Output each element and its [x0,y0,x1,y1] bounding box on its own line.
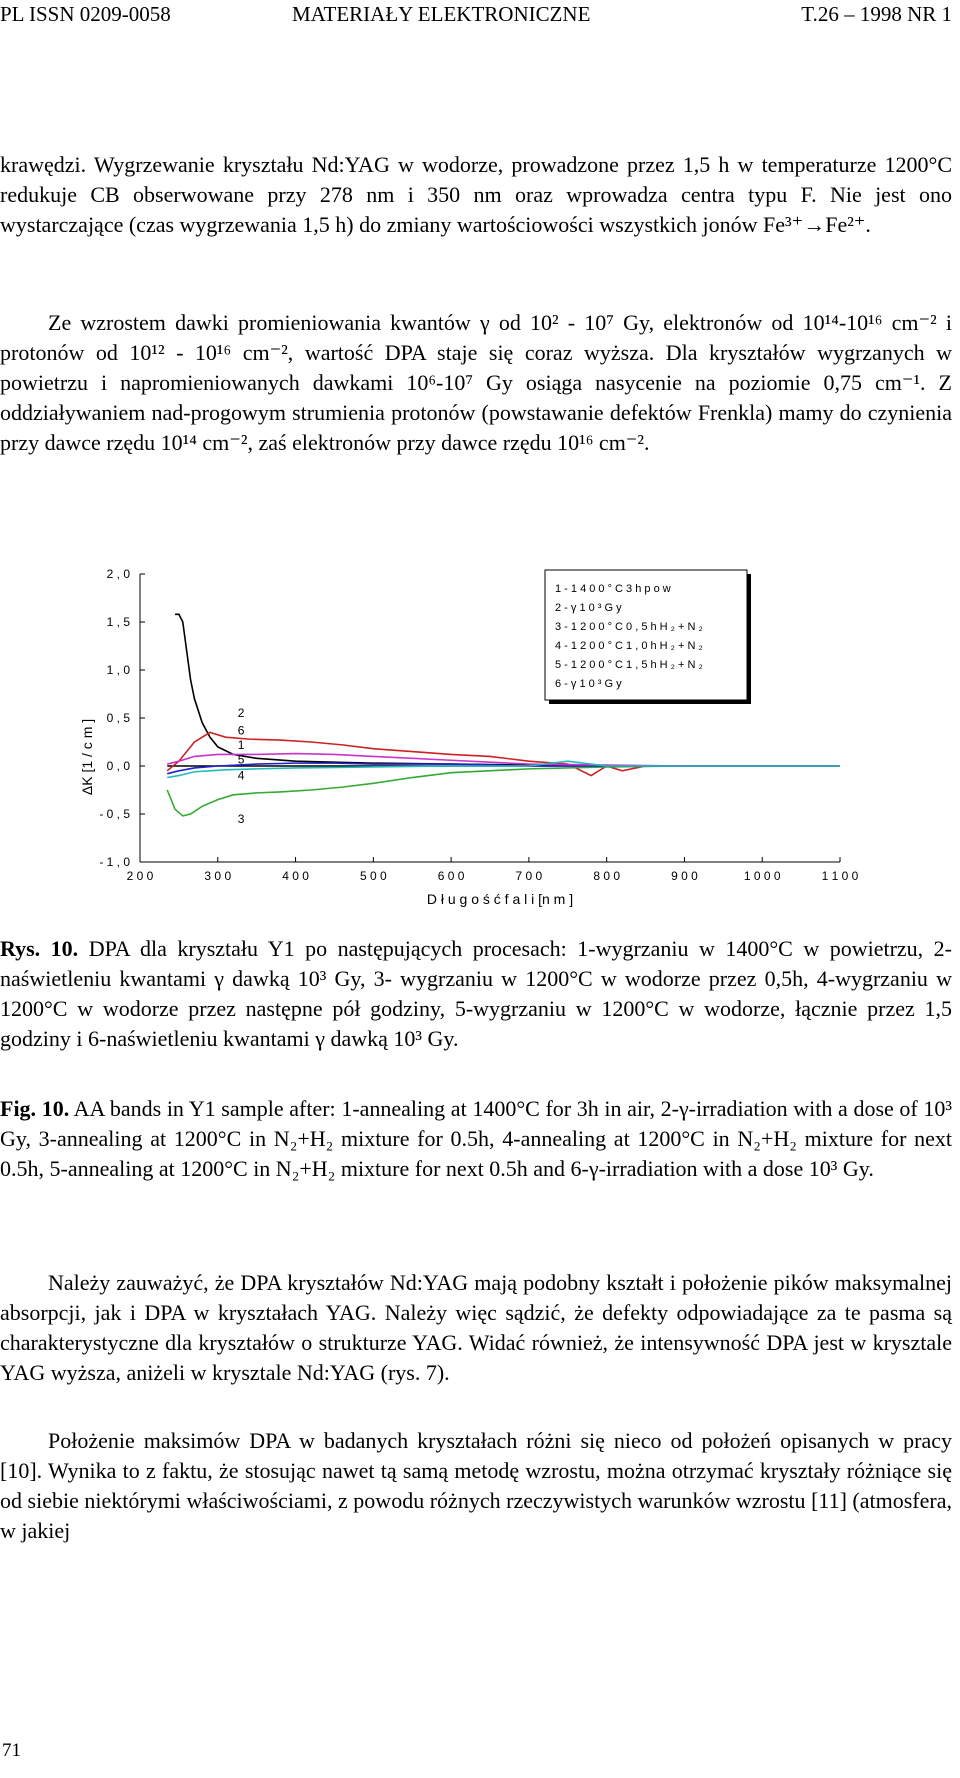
legend: 1 - 1 4 0 0 ° C 3 h p o w 2 - γ 1 0 ³ G y… [544,569,751,704]
curve-label: 2 [238,706,245,720]
curve-label: 6 [238,723,245,737]
y-tick-label: 1 , 0 [107,663,131,677]
x-tick-label: 7 0 0 [516,869,543,883]
y-axis-label-group: ΔK [1 / c m ] [79,719,95,795]
figure-caption-pl: Rys. 10. DPA dla kryształu Y1 po następu… [0,934,952,1054]
legend-entry: 3 - 1 2 0 0 ° C 0 , 5 h H ₂ + N ₂ [555,621,703,633]
page-number: 71 [2,1740,21,1761]
legend-entry: 6 - γ 1 0 ³ G y [555,678,622,690]
caption-pl-text: DPA dla kryształu Y1 po następujących pr… [0,936,953,1051]
y-tick-label: - 0 , 5 [99,807,130,821]
series-line-6 [167,760,840,779]
intro-paragraph-1: krawędzi. Wygrzewanie kryształu Nd:YAG w… [0,152,952,237]
legend-entry: 2 - γ 1 0 ³ G y [555,602,622,614]
y-tick-label: 1 , 5 [107,615,131,629]
curve-label: 5 [238,752,245,766]
figure-caption-en: Fig. 10. AA bands in Y1 sample after: 1-… [0,1094,952,1184]
y-axis-label: ΔK [1 / c m ] [79,719,95,795]
x-tick-label: 8 0 0 [593,869,620,883]
x-tick-label: 6 0 0 [438,869,465,883]
series-line-3 [166,765,840,817]
x-axis-label: D ł u g o ś ć f a l i [n m ] [427,891,573,907]
journal-volume: T.26 – 1998 NR 1 [801,2,952,26]
series-lines [166,613,840,817]
x-tick-label: 3 0 0 [204,869,231,883]
caption-en-label: Fig. 10. [0,1096,70,1121]
x-tick-label: 2 0 0 [127,869,154,883]
legend-entry: 1 - 1 4 0 0 ° C 3 h p o w [555,583,671,595]
curve-label: 3 [238,812,245,826]
y-tick-label: 0 , 5 [107,711,131,725]
x-tick-label: 4 0 0 [282,869,309,883]
chart: ΔK [1 / c m ] 2 , 0 1 , 5 1 , 0 0 , 5 0 , 0 -… [79,567,859,907]
legend-box [544,569,748,701]
x-tick-label: 5 0 0 [360,869,387,883]
x-tick-label: 1 1 0 0 [822,869,859,883]
curve-label: 1 [238,738,245,752]
body-paragraph-3: Należy zauważyć, że DPA kryształów Nd:YA… [0,1270,952,1385]
x-tick-label: 9 0 0 [671,869,698,883]
x-tick-label: 1 0 0 0 [744,869,781,883]
series-line-2 [166,731,840,777]
legend-entry: 5 - 1 2 0 0 ° C 1 , 5 h H ₂ + N ₂ [555,659,703,671]
intro-paragraph-2: Ze wzrostem dawki promieniowania kwantów… [0,310,952,455]
body-paragraph-4: Położenie maksimów DPA w badanych kryszt… [0,1428,952,1543]
caption-pl-label: Rys. 10. [0,936,79,961]
tick-labels: 2 , 01 , 51 , 00 , 50 , 0- 0 , 5- 1 , 02… [99,567,858,883]
journal-title: MATERIAŁY ELEKTRONICZNE [292,2,591,26]
y-tick-label: - 1 , 0 [99,855,130,869]
caption-en-text: AA bands in Y1 sample after: 1-annealing… [0,1096,952,1181]
page-header: PL ISSN 0209-0058 MATERIAŁY ELEKTRONICZN… [0,0,960,30]
y-tick-label: 0 , 0 [107,759,131,773]
curve-label: 4 [238,769,245,783]
legend-entry: 4 - 1 2 0 0 ° C 1 , 0 h H ₂ + N ₂ [555,640,703,652]
y-tick-label: 2 , 0 [107,567,131,581]
journal-issn: PL ISSN 0209-0058 [0,2,171,26]
curve-labels: 2 615 4 3 [238,706,245,826]
